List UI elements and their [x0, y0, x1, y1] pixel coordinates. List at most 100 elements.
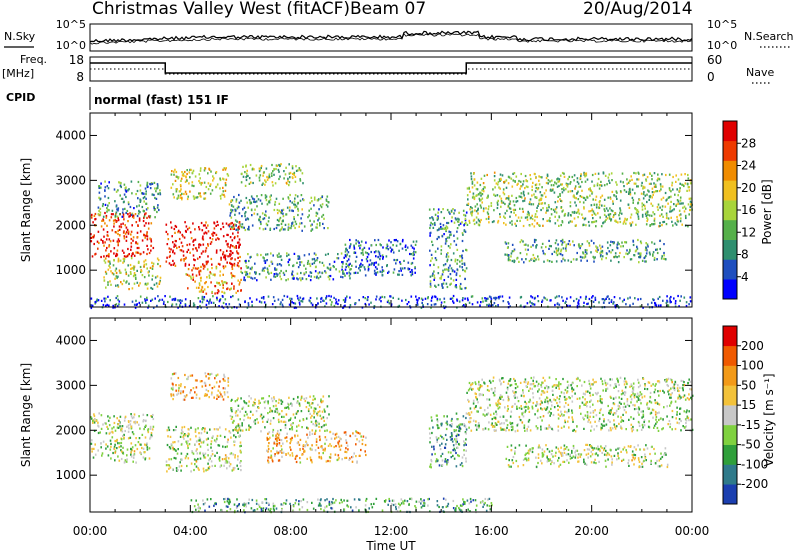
range-cell	[575, 224, 577, 227]
range-cell	[113, 415, 115, 418]
range-cell	[668, 173, 671, 176]
range-cell	[358, 267, 360, 270]
range-cell	[315, 443, 318, 447]
range-cell	[196, 257, 199, 260]
range-cell	[263, 269, 265, 272]
range-cell	[476, 194, 478, 197]
range-cell	[224, 387, 226, 390]
range-cell	[115, 440, 117, 443]
range-cell	[159, 276, 162, 279]
range-cell	[471, 211, 473, 214]
range-cell	[136, 421, 138, 424]
range-cell	[116, 240, 119, 243]
range-cell	[197, 267, 200, 270]
range-cell	[146, 296, 148, 299]
range-cell	[295, 169, 298, 172]
range-cell	[117, 219, 120, 222]
range-cell	[663, 220, 666, 223]
range-cell	[541, 408, 544, 411]
range-cell	[383, 296, 386, 299]
range-cell	[206, 276, 208, 279]
range-cell	[108, 260, 111, 263]
range-cell	[669, 404, 671, 407]
range-cell	[264, 227, 267, 230]
range-cell	[524, 197, 526, 200]
range-cell	[471, 180, 474, 183]
range-cell	[174, 179, 177, 182]
range-cell	[352, 455, 354, 458]
range-cell	[265, 180, 267, 183]
range-cell	[629, 249, 631, 253]
range-cell	[344, 250, 347, 253]
range-cell	[689, 300, 692, 303]
range-cell	[130, 248, 132, 251]
range-cell	[462, 249, 464, 253]
range-cell	[191, 273, 194, 276]
range-cell	[466, 203, 468, 206]
range-cell	[237, 206, 240, 209]
range-cell	[407, 267, 409, 270]
range-cell	[297, 424, 300, 427]
range-cell	[531, 223, 534, 226]
range-cell	[285, 166, 287, 169]
range-cell	[139, 451, 141, 454]
range-cell	[429, 224, 432, 227]
range-cell	[454, 258, 457, 261]
range-cell	[638, 261, 640, 264]
range-cell	[291, 209, 293, 212]
range-cell	[267, 460, 270, 464]
range-cell	[327, 275, 330, 279]
range-cell	[464, 230, 467, 233]
range-cell	[644, 248, 647, 252]
range-cell	[689, 197, 692, 200]
range-cell	[143, 260, 145, 263]
range-cell	[201, 295, 204, 298]
range-cell	[447, 275, 450, 278]
range-cell	[284, 223, 287, 226]
range-cell	[188, 182, 190, 185]
range-cell	[507, 242, 510, 245]
range-cell	[637, 185, 639, 188]
range-cell	[605, 252, 608, 255]
range-cell	[248, 400, 250, 403]
range-cell	[157, 262, 159, 266]
range-cell	[264, 179, 266, 182]
range-cell	[279, 175, 281, 178]
range-cell	[208, 302, 210, 305]
range-cell	[645, 260, 647, 263]
range-cell	[535, 196, 538, 199]
range-cell	[415, 240, 418, 243]
range-cell	[586, 196, 589, 199]
range-cell	[176, 175, 178, 178]
range-cell	[120, 185, 122, 189]
range-cell	[226, 249, 228, 252]
range-cell	[181, 192, 183, 195]
range-cell	[127, 203, 130, 206]
range-cell	[282, 451, 285, 454]
range-cell	[99, 211, 102, 214]
range-cell	[643, 204, 646, 208]
range-cell	[327, 267, 330, 270]
range-cell	[586, 416, 589, 419]
y-tick-label: 4000	[55, 128, 86, 142]
range-cell	[117, 244, 119, 247]
range-cell	[461, 239, 464, 243]
range-cell	[373, 251, 376, 254]
range-cell	[124, 207, 126, 210]
range-cell	[609, 197, 612, 200]
range-cell	[360, 435, 362, 438]
range-cell	[541, 186, 543, 189]
range-cell	[499, 179, 501, 182]
range-cell	[327, 227, 329, 230]
range-cell	[636, 247, 639, 250]
range-cell	[108, 253, 110, 256]
range-cell	[673, 385, 675, 388]
range-cell	[613, 386, 615, 389]
range-cell	[270, 454, 273, 457]
range-cell	[670, 387, 672, 390]
range-cell	[443, 297, 446, 300]
range-cell	[283, 294, 286, 298]
range-cell	[356, 438, 358, 441]
range-cell	[533, 297, 536, 300]
range-cell	[459, 260, 461, 263]
